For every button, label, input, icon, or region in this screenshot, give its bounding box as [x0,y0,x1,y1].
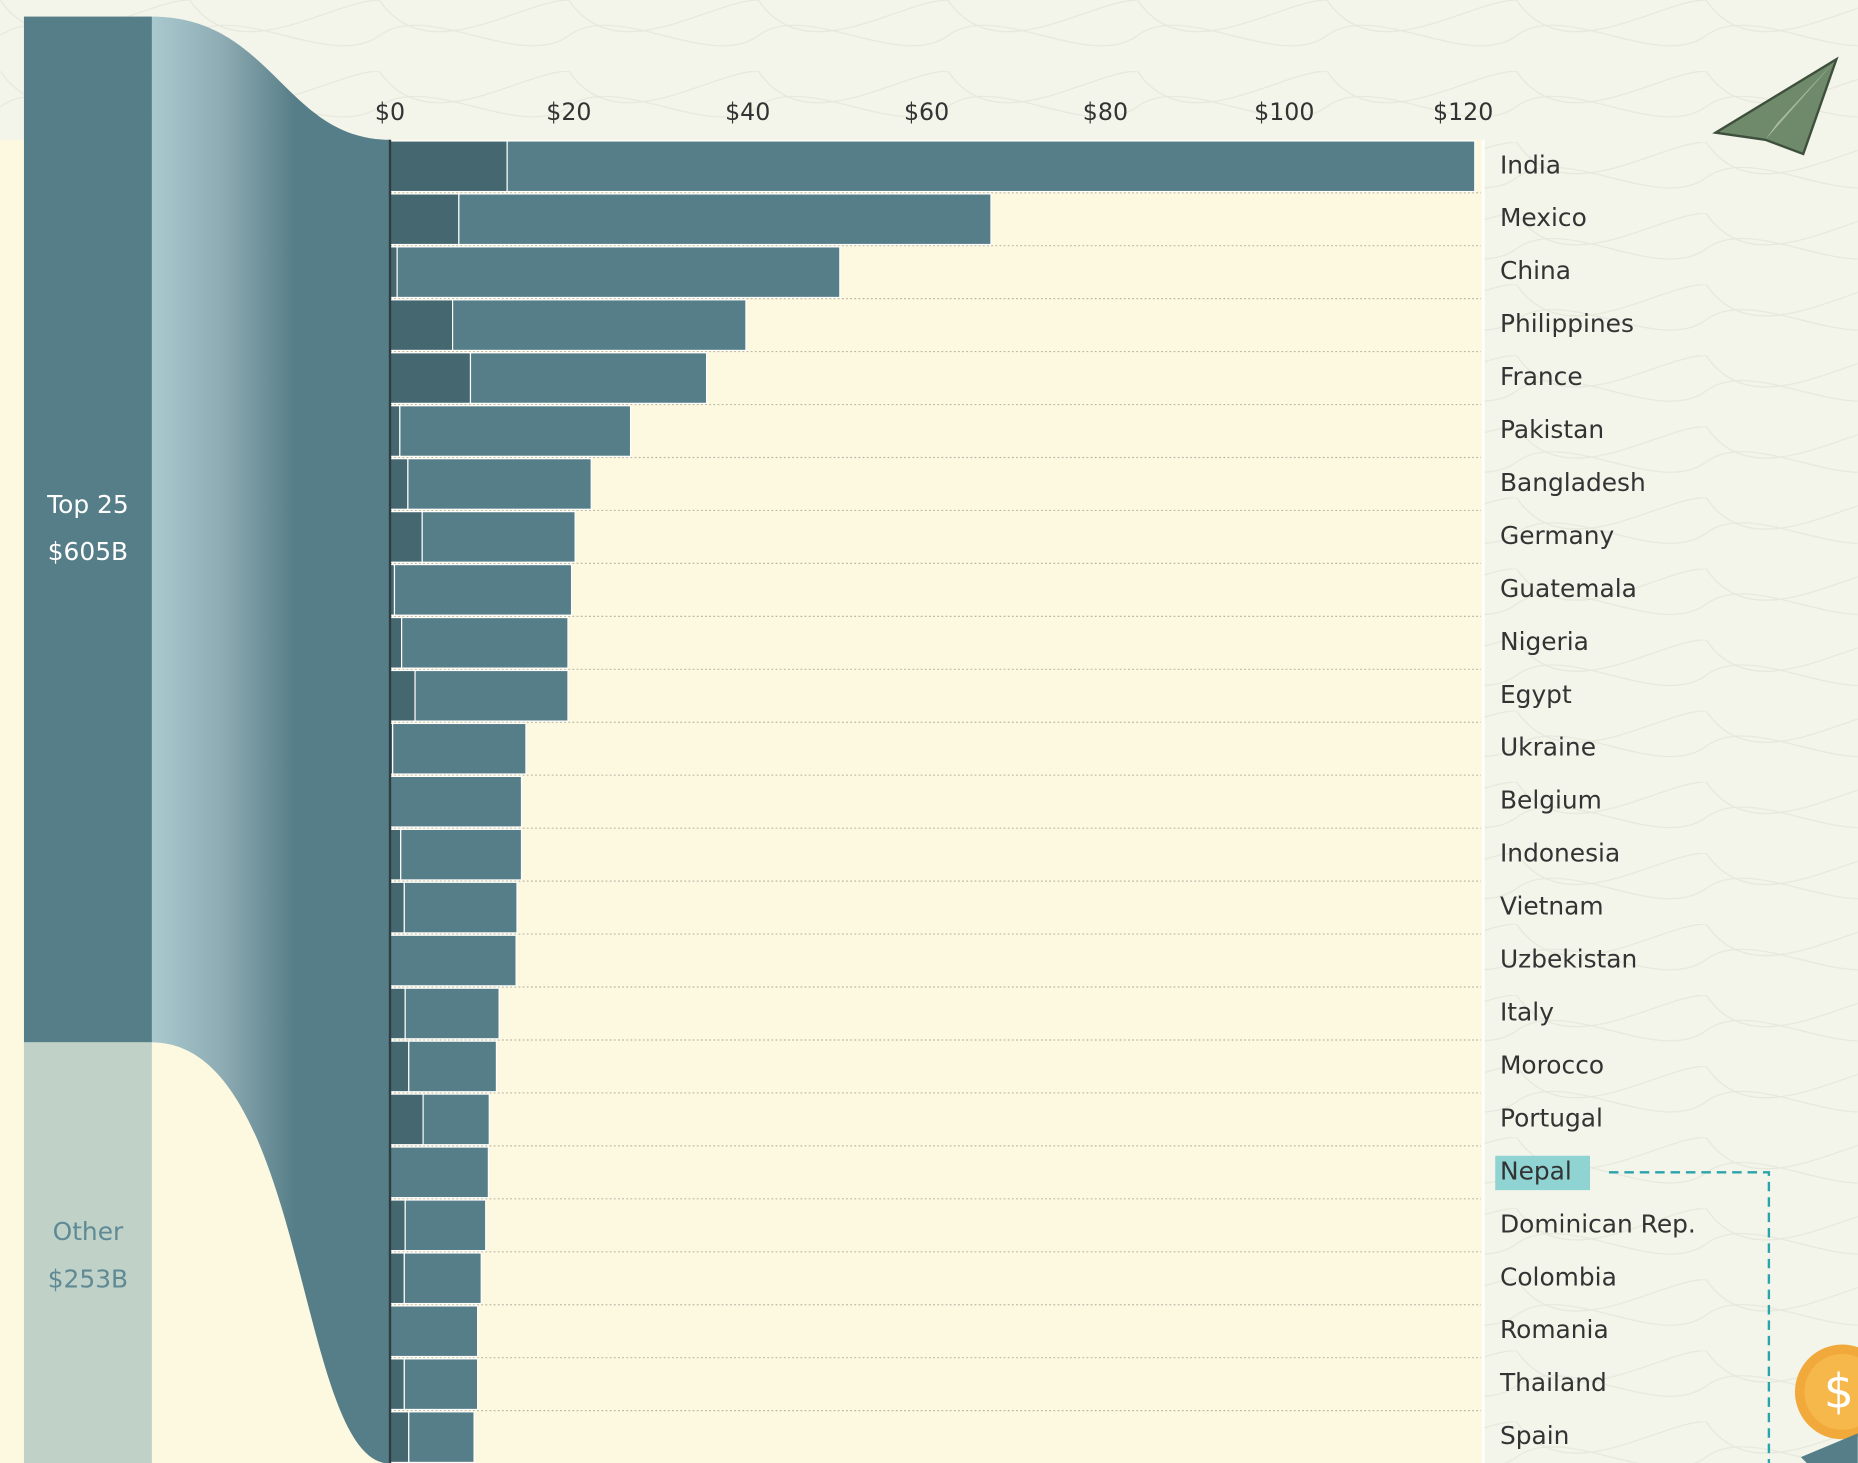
bar-segment [393,723,526,774]
bar-segment [390,618,402,669]
category-label: Guatemala [1500,574,1637,603]
bar-segment [390,988,405,1039]
category-label: Morocco [1500,1050,1604,1079]
bar-segment [390,353,470,404]
bar-segment [423,1094,489,1145]
x-tick-label: $60 [904,98,949,126]
bar-segment [390,1094,423,1145]
page: $ Top 25 $605B Other $253B $0 $20 $40 $60 $80 $10… [0,0,1858,1463]
bar-segment [405,1200,485,1251]
summary-value: $253B [48,1265,128,1294]
bar-segment [390,670,415,721]
bar-segment [390,406,400,457]
category-label: Ukraine [1500,733,1596,762]
bar-segment [390,141,507,192]
category-label: Germany [1500,521,1614,550]
coin-symbol: $ [1824,1364,1854,1419]
bar-segment [397,247,840,298]
x-tick-label: $100 [1254,98,1314,126]
summary-segment [24,1042,152,1463]
bar-segment [507,141,1475,192]
bar-segment [402,618,568,669]
category-label: Dominican Rep. [1500,1209,1696,1238]
x-tick-label: $120 [1433,98,1493,126]
chart: $ Top 25 $605B Other $253B $0 $20 $40 $60 $80 $10… [0,0,1858,1463]
bar-segment [405,988,499,1039]
bar-segment [459,194,991,245]
category-label: Uzbekistan [1500,945,1637,974]
x-tick-label: $20 [546,98,591,126]
summary-label: Top 25 [46,490,128,519]
category-label: Pakistan [1500,415,1604,444]
bar-segment [390,1412,409,1463]
category-label: Italy [1500,997,1554,1026]
category-label: Romania [1500,1315,1609,1344]
category-label: Spain [1500,1421,1569,1450]
category-label: Vietnam [1500,892,1604,921]
category-label: Thailand [1499,1368,1607,1397]
bar-segment [400,406,631,457]
category-label: China [1500,256,1571,285]
bar-segment [453,300,746,351]
bar-segment [404,1253,481,1304]
category-label: Nepal [1500,1156,1572,1185]
bar-segment [390,1041,409,1092]
x-tick-label: $0 [375,98,405,126]
bar-segment [390,1200,405,1251]
bar-segment [422,512,575,563]
bar-segment [404,882,517,933]
bar-segment [409,1412,474,1463]
bar-segment [390,776,521,827]
bar-segment [390,882,404,933]
bar-segment [390,1147,488,1198]
bar-segment [404,1359,477,1410]
category-label: Bangladesh [1500,468,1646,497]
bar-segment [409,1041,497,1092]
category-label: Egypt [1500,680,1572,709]
category-label: France [1500,362,1583,391]
bar-segment [401,829,522,880]
bar-segment [470,353,706,404]
bar-segment [394,565,571,616]
bar-segment [390,512,422,563]
bar-segment [390,459,408,510]
bar-segment [390,1306,478,1357]
x-tick-label: $40 [725,98,770,126]
summary-value: $605B [48,537,128,566]
bar-segment [390,1253,404,1304]
category-label: Mexico [1500,203,1587,232]
x-tick-label: $80 [1083,98,1128,126]
category-label: Indonesia [1500,839,1620,868]
category-label: Colombia [1500,1262,1617,1291]
bar-segment [390,829,401,880]
bar-segment [390,194,459,245]
category-label: India [1500,150,1561,179]
bar-segment [390,300,453,351]
bar-segment [390,1359,404,1410]
summary-segment [24,17,152,1043]
bar-segment [415,670,568,721]
category-label: Belgium [1500,786,1602,815]
category-label: Portugal [1500,1103,1603,1132]
summary-label: Other [53,1217,124,1246]
category-label: Philippines [1500,309,1634,338]
category-label: Nigeria [1500,627,1589,656]
bar-segment [390,935,516,986]
bar-segment [408,459,591,510]
